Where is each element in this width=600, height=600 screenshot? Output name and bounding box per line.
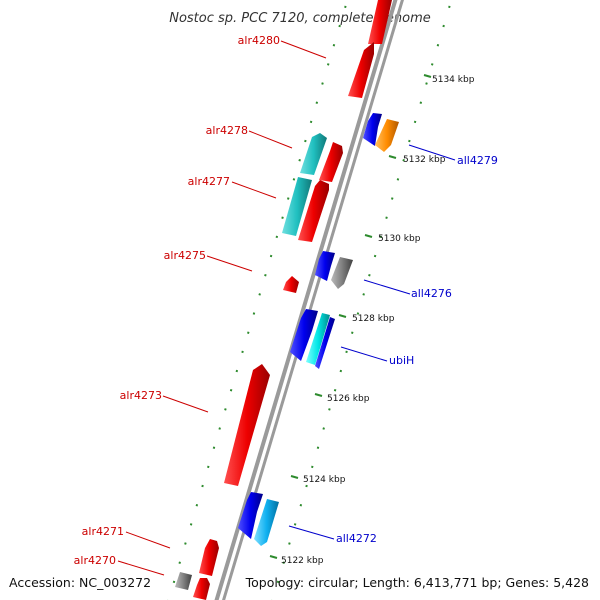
gene-label-alr4273[interactable]: alr4273 bbox=[120, 389, 162, 402]
gene-label-alr4271[interactable]: alr4271 bbox=[82, 525, 124, 538]
reverse-genes bbox=[238, 113, 399, 546]
gene-label-alr4275[interactable]: alr4275 bbox=[164, 249, 206, 262]
gene-label-all4272[interactable]: all4272 bbox=[336, 532, 377, 545]
map-title: Nostoc sp. PCC 7120, complete genome bbox=[169, 11, 431, 26]
gene-label-all4276[interactable]: all4276 bbox=[411, 287, 452, 300]
gene-all4276[interactable] bbox=[315, 251, 335, 281]
gene-labels: alr4280 alr4278 alr4277 alr4275 alr4273 … bbox=[74, 34, 498, 567]
scale-tick-5130: 5130 kbp bbox=[364, 234, 421, 244]
gene-alr4275[interactable] bbox=[283, 276, 299, 293]
scale-tick-5124: 5124 kbp bbox=[290, 475, 346, 485]
gene-ubiH-blue[interactable] bbox=[290, 309, 318, 361]
gene-alr4271[interactable] bbox=[199, 539, 219, 576]
forward-genes bbox=[175, 0, 392, 600]
gene-all4279[interactable] bbox=[363, 113, 382, 146]
scale-tick-5132: 5132 kbp bbox=[388, 155, 446, 165]
gene-label-alr4280[interactable]: alr4280 bbox=[238, 34, 280, 47]
gene-small-gray[interactable] bbox=[175, 572, 192, 590]
gene-label-ubiH[interactable]: ubiH bbox=[389, 354, 414, 367]
gene-alr4278-cyan[interactable] bbox=[300, 133, 327, 175]
gene-alr4278[interactable] bbox=[319, 142, 343, 182]
gene-alr4280[interactable] bbox=[348, 42, 374, 98]
scale-tick-label: 5126 kbp bbox=[327, 394, 370, 404]
gene-all4279-orange[interactable] bbox=[375, 119, 399, 152]
scale-tick-label: 5122 kbp bbox=[281, 556, 324, 566]
gene-all4276-gray[interactable] bbox=[331, 257, 353, 289]
guide-line-left bbox=[167, 0, 349, 600]
callout-lines-forward bbox=[117, 40, 327, 576]
scale-tick-5134: 5134 kbp bbox=[423, 74, 475, 85]
gene-label-all4279[interactable]: all4279 bbox=[457, 154, 498, 167]
gene-ubiH-cyan[interactable] bbox=[306, 313, 330, 365]
gene-label-alr4277[interactable]: alr4277 bbox=[188, 175, 230, 188]
scale-tick-5128: 5128 kbp bbox=[338, 314, 395, 324]
gene-all4272-sky[interactable] bbox=[254, 499, 279, 546]
scale-tick-label: 5124 kbp bbox=[303, 475, 346, 485]
topology-label: Topology: circular; Length: 6,413,771 bp… bbox=[245, 575, 589, 590]
gene-alr4273[interactable] bbox=[224, 364, 270, 486]
gene-label-alr4278[interactable]: alr4278 bbox=[206, 124, 248, 137]
gene-ubiH-blue-2[interactable] bbox=[315, 317, 335, 369]
callout-lines-reverse bbox=[288, 144, 456, 540]
gene-alr4281[interactable] bbox=[368, 0, 392, 44]
scale-tick-5122: 5122 kbp bbox=[269, 555, 324, 566]
gene-all4272[interactable] bbox=[238, 492, 263, 539]
scale-ticks: 5122 kbp 5124 kbp 5126 kbp 5128 kbp 5130… bbox=[269, 74, 475, 566]
scale-tick-label: 5134 kbp bbox=[432, 75, 475, 85]
accession-label: Accession: NC_003272 bbox=[9, 575, 151, 590]
gene-alr4277[interactable] bbox=[298, 180, 329, 242]
scale-tick-label: 5132 kbp bbox=[403, 155, 446, 165]
gene-alr4270[interactable] bbox=[193, 578, 210, 600]
scale-tick-label: 5130 kbp bbox=[378, 234, 421, 244]
scale-tick-label: 5128 kbp bbox=[352, 314, 395, 324]
gene-label-alr4270[interactable]: alr4270 bbox=[74, 554, 116, 567]
gene-alr4277-cyan[interactable] bbox=[282, 177, 312, 236]
scale-tick-5126: 5126 kbp bbox=[314, 393, 370, 404]
